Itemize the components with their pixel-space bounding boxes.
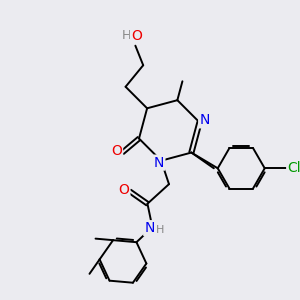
Text: O: O: [118, 183, 129, 197]
Text: O: O: [111, 144, 122, 158]
Text: H: H: [122, 29, 131, 42]
Text: H: H: [156, 225, 164, 235]
Text: N: N: [199, 113, 210, 128]
Text: N: N: [144, 221, 154, 235]
Text: Cl: Cl: [287, 161, 300, 175]
Text: N: N: [154, 156, 164, 170]
Text: O: O: [131, 29, 142, 43]
